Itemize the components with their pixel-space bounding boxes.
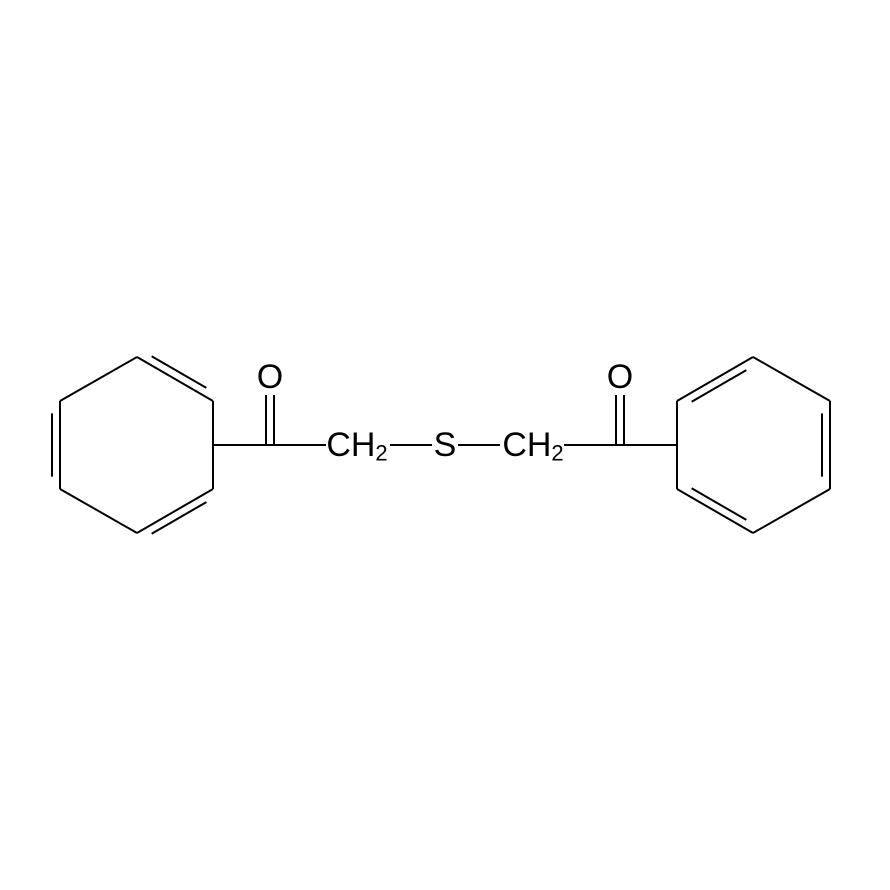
bond-ringR-3	[677, 489, 753, 533]
atom-label-CH2a: CH2	[326, 426, 387, 465]
atom-label-S: S	[434, 426, 457, 464]
bond-ringL-5	[137, 357, 213, 401]
atom-label-O1: O	[257, 358, 283, 396]
atom-label-O2: O	[607, 358, 633, 396]
bond-ringL-5-inner	[152, 356, 207, 388]
atom-text-CH2a: CH	[326, 426, 375, 464]
atom-label-CH2b: CH2	[502, 426, 563, 465]
bond-ringL-3	[137, 489, 213, 533]
bond-ringR-5	[677, 357, 753, 401]
bond-ringL-6	[60, 357, 137, 401]
atom-text-CH2b: CH	[502, 426, 551, 464]
bond-ringL-3-inner	[152, 502, 207, 534]
bond-ringR-5-inner	[692, 370, 747, 402]
bond-ringR-2	[753, 489, 830, 533]
bond-ringR-3-inner	[692, 488, 747, 520]
bond-ringL-2	[60, 489, 137, 533]
atom-sub-CH2b: 2	[551, 440, 563, 465]
chemical-structure-diagram: OOCH2SCH2	[0, 0, 890, 890]
atom-sub-CH2a: 2	[375, 440, 387, 465]
bond-ringR-6	[753, 357, 830, 401]
